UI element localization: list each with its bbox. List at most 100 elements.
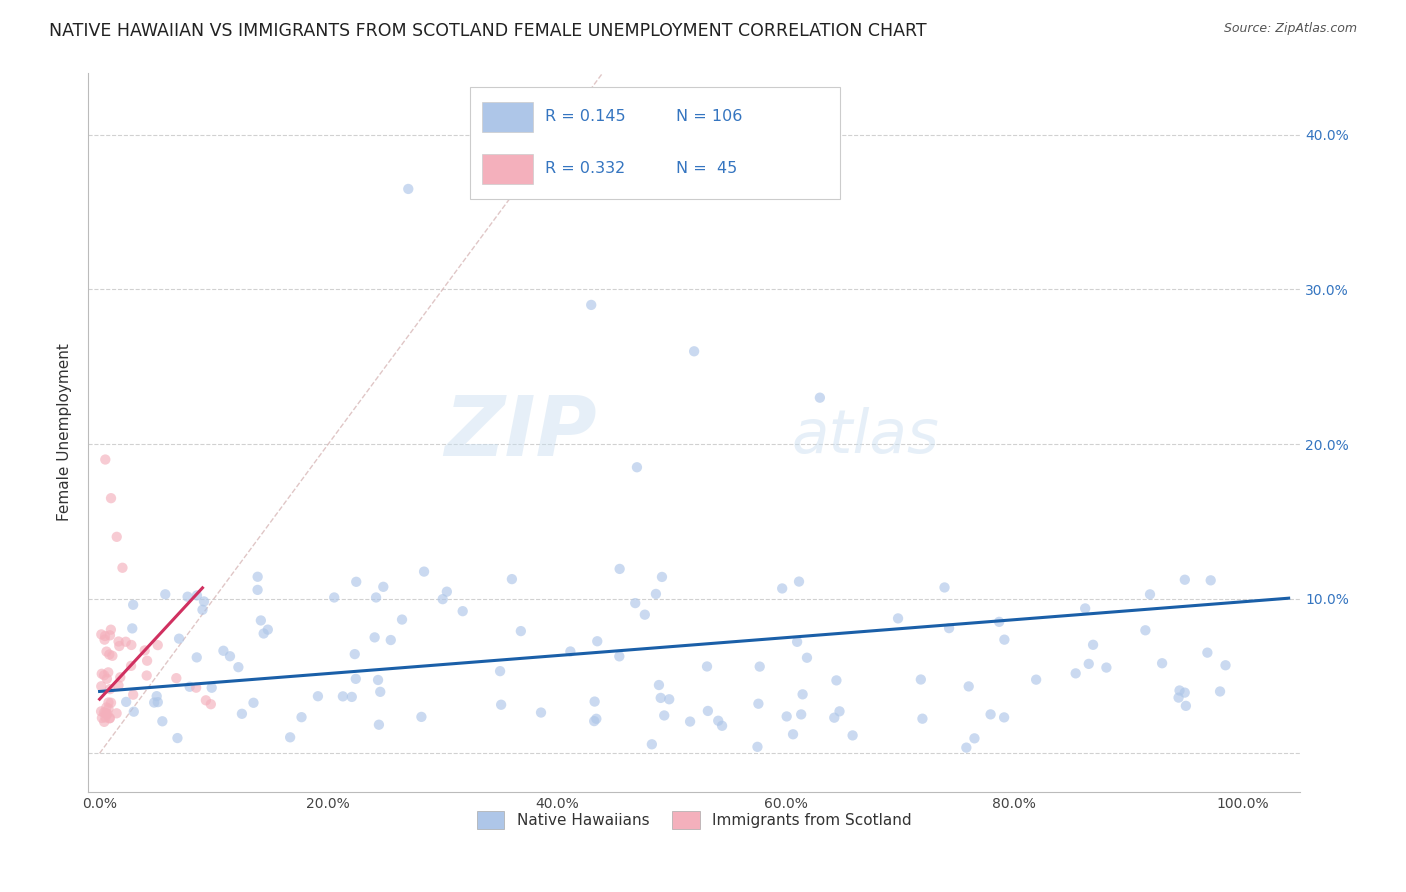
Point [963, 731, 986, 746]
Point [93, 632, 115, 647]
Point [373, 580, 395, 594]
Point [278, 731, 301, 745]
Point [122, 598, 145, 612]
Point [93, 714, 115, 729]
Point [1167, 690, 1189, 705]
Point [887, 611, 910, 625]
Point [344, 574, 367, 589]
Point [96, 672, 118, 686]
Point [97, 701, 120, 715]
Point [115, 695, 138, 709]
Point [980, 707, 1002, 722]
Point [122, 705, 145, 719]
Point [796, 650, 818, 665]
Point [155, 587, 177, 601]
Point [825, 673, 848, 688]
Point [135, 668, 157, 682]
Point [841, 728, 863, 742]
Point [658, 692, 681, 706]
Point [993, 632, 1015, 647]
Point [1074, 601, 1097, 615]
Point [650, 690, 672, 705]
FancyBboxPatch shape [482, 153, 533, 184]
Point [96, 644, 118, 658]
Point [93, 668, 115, 682]
Point [770, 582, 793, 596]
Point [955, 740, 977, 755]
Point [323, 591, 346, 605]
Point [219, 649, 242, 664]
Text: ZIP: ZIP [444, 392, 598, 473]
Point [1197, 646, 1219, 660]
Point [114, 634, 136, 648]
Point [100, 696, 122, 710]
Point [90, 627, 112, 641]
Point [586, 634, 609, 648]
Point [489, 698, 512, 712]
Point [120, 658, 142, 673]
Point [911, 712, 934, 726]
Point [696, 704, 718, 718]
Point [246, 570, 269, 584]
Point [98, 711, 121, 725]
Point [1064, 666, 1087, 681]
Point [201, 681, 224, 695]
Point [786, 635, 808, 649]
Point [436, 584, 458, 599]
Point [110, 670, 132, 684]
Point [107, 678, 129, 692]
Point [179, 680, 201, 694]
Text: NATIVE HAWAIIAN VS IMMIGRANTS FROM SCOTLAND FEMALE UNEMPLOYMENT CORRELATION CHAR: NATIVE HAWAIIAN VS IMMIGRANTS FROM SCOTL… [49, 22, 927, 40]
Point [1174, 698, 1197, 713]
Point [828, 704, 851, 718]
Text: atlas: atlas [792, 407, 939, 466]
Point [98, 682, 121, 697]
Point [626, 460, 648, 475]
Point [105, 530, 128, 544]
Point [246, 582, 269, 597]
Point [451, 604, 474, 618]
Point [787, 574, 810, 589]
Point [579, 298, 602, 312]
Point [585, 712, 607, 726]
Point [167, 632, 190, 646]
Point [250, 614, 273, 628]
Point [93, 706, 115, 720]
Point [98, 648, 121, 662]
Text: R = 0.145: R = 0.145 [546, 110, 626, 124]
Point [432, 592, 454, 607]
Point [634, 607, 657, 622]
Point [808, 391, 831, 405]
Point [707, 714, 730, 728]
Legend: Native Hawaiians, Immigrants from Scotland: Native Hawaiians, Immigrants from Scotla… [471, 805, 918, 835]
Point [231, 706, 253, 721]
Text: N = 106: N = 106 [676, 110, 742, 124]
Point [290, 710, 312, 724]
Point [1077, 657, 1099, 671]
Point [645, 587, 668, 601]
Point [776, 709, 799, 723]
Point [396, 182, 419, 196]
Point [1209, 684, 1232, 698]
Text: N =  45: N = 45 [676, 161, 737, 176]
Point [1139, 587, 1161, 601]
Point [94, 706, 117, 720]
Point [100, 623, 122, 637]
Point [191, 603, 214, 617]
Point [790, 707, 813, 722]
Point [332, 690, 354, 704]
Point [782, 727, 804, 741]
Point [1168, 683, 1191, 698]
Point [97, 696, 120, 710]
Point [90, 711, 112, 725]
Point [228, 660, 250, 674]
Point [145, 689, 167, 703]
Point [186, 681, 208, 695]
Point [94, 452, 117, 467]
Point [111, 561, 134, 575]
Point [823, 711, 845, 725]
Point [90, 679, 112, 693]
Point [641, 737, 664, 751]
Point [648, 678, 671, 692]
Point [98, 711, 121, 725]
